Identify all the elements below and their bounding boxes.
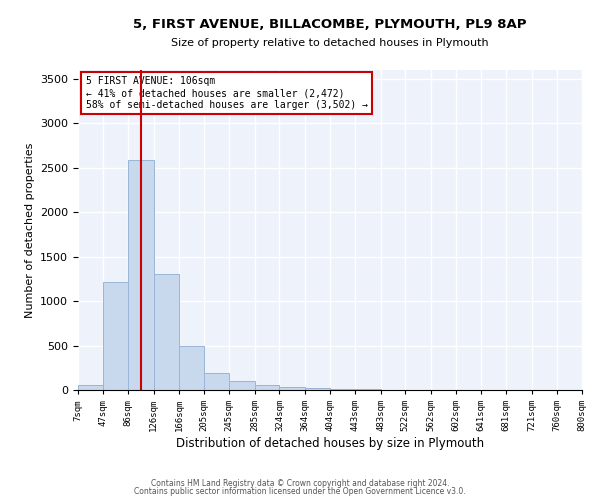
Bar	[154, 274, 179, 390]
Text: Size of property relative to detached houses in Plymouth: Size of property relative to detached ho…	[171, 38, 489, 48]
X-axis label: Distribution of detached houses by size in Plymouth: Distribution of detached houses by size …	[176, 437, 484, 450]
Bar	[204, 372, 229, 390]
Text: 5, FIRST AVENUE, BILLACOMBE, PLYMOUTH, PL9 8AP: 5, FIRST AVENUE, BILLACOMBE, PLYMOUTH, P…	[133, 18, 527, 30]
Bar	[280, 388, 305, 390]
Text: 5 FIRST AVENUE: 106sqm
← 41% of detached houses are smaller (2,472)
58% of semi-: 5 FIRST AVENUE: 106sqm ← 41% of detached…	[86, 76, 368, 110]
Y-axis label: Number of detached properties: Number of detached properties	[25, 142, 35, 318]
Bar	[229, 380, 254, 390]
Bar	[78, 384, 103, 390]
Text: Contains HM Land Registry data © Crown copyright and database right 2024.: Contains HM Land Registry data © Crown c…	[151, 478, 449, 488]
Text: Contains public sector information licensed under the Open Government Licence v3: Contains public sector information licen…	[134, 487, 466, 496]
Bar	[103, 282, 128, 390]
Bar	[355, 389, 380, 390]
Bar	[331, 388, 355, 390]
Bar	[128, 160, 154, 390]
Bar	[254, 385, 280, 390]
Bar	[305, 388, 331, 390]
Bar	[179, 346, 204, 390]
